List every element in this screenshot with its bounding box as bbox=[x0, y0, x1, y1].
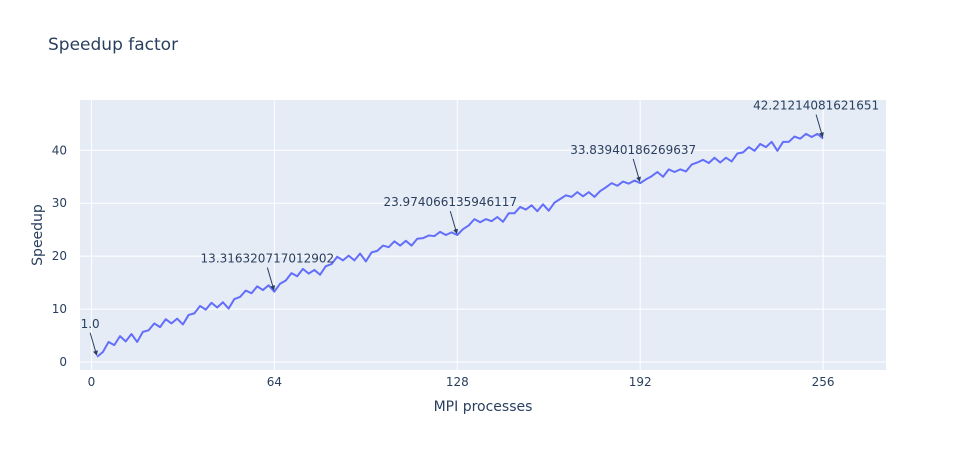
y-tick-label-3: 30 bbox=[52, 196, 67, 210]
annotation-arrow-1 bbox=[266, 267, 274, 287]
chart-title: Speedup factor bbox=[48, 35, 178, 55]
y-tick-label-4: 40 bbox=[52, 143, 67, 157]
annotation-arrow-2 bbox=[449, 210, 457, 231]
y-tick-label-0: 0 bbox=[59, 355, 67, 369]
x-axis-title: MPI processes bbox=[434, 399, 533, 415]
annotation-arrow-4 bbox=[815, 114, 823, 134]
x-tick-label-0: 0 bbox=[88, 375, 96, 389]
annotation-label-2: 23.974066135946117 bbox=[383, 195, 517, 209]
y-axis-ticks: 0 10 20 30 40 bbox=[52, 143, 67, 369]
annotation-label-4: 42.21214081621651 bbox=[753, 99, 879, 113]
annotation-arrow-0 bbox=[89, 332, 97, 353]
x-tick-label-3: 192 bbox=[629, 375, 652, 389]
x-tick-label-2: 128 bbox=[446, 375, 469, 389]
annotations: 1.0 13.316320717012902 23.974066135946117 3… bbox=[81, 99, 879, 356]
annotation-arrowhead-3 bbox=[636, 176, 641, 182]
speedup-line bbox=[96, 132, 824, 358]
annotation-label-3: 33.83940186269637 bbox=[570, 143, 696, 157]
annotation-label-1: 13.316320717012902 bbox=[201, 252, 335, 266]
annotation-arrowhead-4 bbox=[819, 132, 824, 138]
annotation-arrow-3 bbox=[632, 158, 640, 179]
annotation-arrowhead-1 bbox=[270, 285, 276, 291]
x-axis-ticks: 0 64 128 192 256 bbox=[88, 375, 835, 389]
x-tick-label-4: 256 bbox=[812, 375, 835, 389]
annotation-label-0: 1.0 bbox=[81, 317, 100, 331]
y-tick-label-2: 20 bbox=[52, 249, 67, 263]
y-tick-label-1: 10 bbox=[52, 302, 67, 316]
y-axis-title: Speedup bbox=[30, 204, 46, 266]
x-tick-label-1: 64 bbox=[267, 375, 282, 389]
annotation-arrowhead-0 bbox=[93, 350, 98, 356]
annotation-arrowhead-2 bbox=[453, 228, 458, 235]
plot-area bbox=[80, 100, 886, 370]
